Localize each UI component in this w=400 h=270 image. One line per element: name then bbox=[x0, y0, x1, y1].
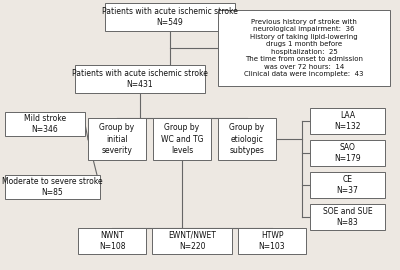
FancyBboxPatch shape bbox=[310, 140, 385, 166]
Text: Mild stroke
N=346: Mild stroke N=346 bbox=[24, 114, 66, 134]
FancyBboxPatch shape bbox=[218, 10, 390, 86]
FancyBboxPatch shape bbox=[88, 118, 146, 160]
FancyBboxPatch shape bbox=[310, 204, 385, 230]
Text: SAO
N=179: SAO N=179 bbox=[334, 143, 361, 163]
FancyBboxPatch shape bbox=[75, 65, 205, 93]
Text: CE
N=37: CE N=37 bbox=[336, 175, 358, 195]
FancyBboxPatch shape bbox=[5, 175, 100, 199]
FancyBboxPatch shape bbox=[238, 228, 306, 254]
Text: LAA
N=132: LAA N=132 bbox=[334, 111, 361, 131]
FancyBboxPatch shape bbox=[5, 112, 85, 136]
FancyBboxPatch shape bbox=[310, 172, 385, 198]
FancyBboxPatch shape bbox=[105, 3, 235, 31]
Text: Moderate to severe stroke
N=85: Moderate to severe stroke N=85 bbox=[2, 177, 103, 197]
Text: HTWP
N=103: HTWP N=103 bbox=[259, 231, 285, 251]
FancyBboxPatch shape bbox=[152, 228, 232, 254]
Text: Group by
initial
severity: Group by initial severity bbox=[100, 123, 134, 155]
Text: Patients with acute ischemic stroke
N=431: Patients with acute ischemic stroke N=43… bbox=[72, 69, 208, 89]
Text: Group by
WC and TG
levels: Group by WC and TG levels bbox=[161, 123, 203, 155]
FancyBboxPatch shape bbox=[310, 108, 385, 134]
Text: Group by
etiologic
subtypes: Group by etiologic subtypes bbox=[230, 123, 264, 155]
FancyBboxPatch shape bbox=[78, 228, 146, 254]
Text: SOE and SUE
N=83: SOE and SUE N=83 bbox=[323, 207, 372, 227]
FancyBboxPatch shape bbox=[218, 118, 276, 160]
Text: Patients with acute ischemic stroke
N=549: Patients with acute ischemic stroke N=54… bbox=[102, 7, 238, 27]
Text: EWNT/NWET
N=220: EWNT/NWET N=220 bbox=[168, 231, 216, 251]
Text: Previous history of stroke with
neurological impairment:  36
History of taking l: Previous history of stroke with neurolog… bbox=[244, 19, 364, 77]
FancyBboxPatch shape bbox=[153, 118, 211, 160]
Text: NWNT
N=108: NWNT N=108 bbox=[99, 231, 125, 251]
